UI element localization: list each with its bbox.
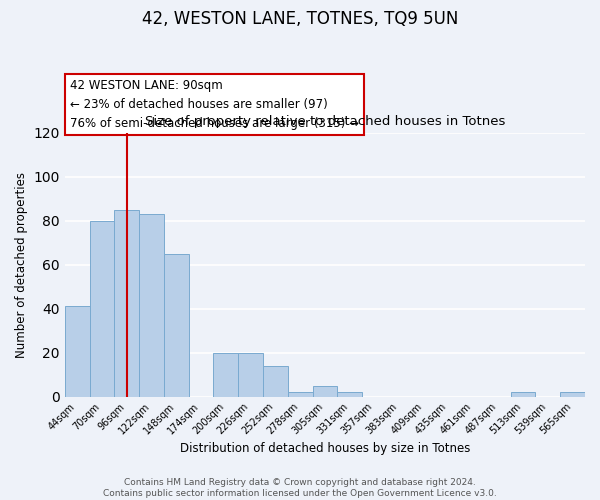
Text: 42 WESTON LANE: 90sqm
← 23% of detached houses are smaller (97)
76% of semi-deta: 42 WESTON LANE: 90sqm ← 23% of detached … <box>70 79 359 130</box>
Bar <box>164 254 188 396</box>
X-axis label: Distribution of detached houses by size in Totnes: Distribution of detached houses by size … <box>180 442 470 455</box>
Bar <box>511 392 535 396</box>
Bar <box>89 221 115 396</box>
Bar <box>337 392 362 396</box>
Bar <box>288 392 313 396</box>
Bar <box>263 366 288 396</box>
Bar <box>139 214 164 396</box>
Bar <box>313 386 337 396</box>
Bar <box>238 352 263 397</box>
Bar <box>65 306 89 396</box>
Bar <box>115 210 139 396</box>
Text: 42, WESTON LANE, TOTNES, TQ9 5UN: 42, WESTON LANE, TOTNES, TQ9 5UN <box>142 10 458 28</box>
Bar <box>214 352 238 397</box>
Title: Size of property relative to detached houses in Totnes: Size of property relative to detached ho… <box>145 114 505 128</box>
Text: Contains HM Land Registry data © Crown copyright and database right 2024.
Contai: Contains HM Land Registry data © Crown c… <box>103 478 497 498</box>
Bar <box>560 392 585 396</box>
Y-axis label: Number of detached properties: Number of detached properties <box>15 172 28 358</box>
